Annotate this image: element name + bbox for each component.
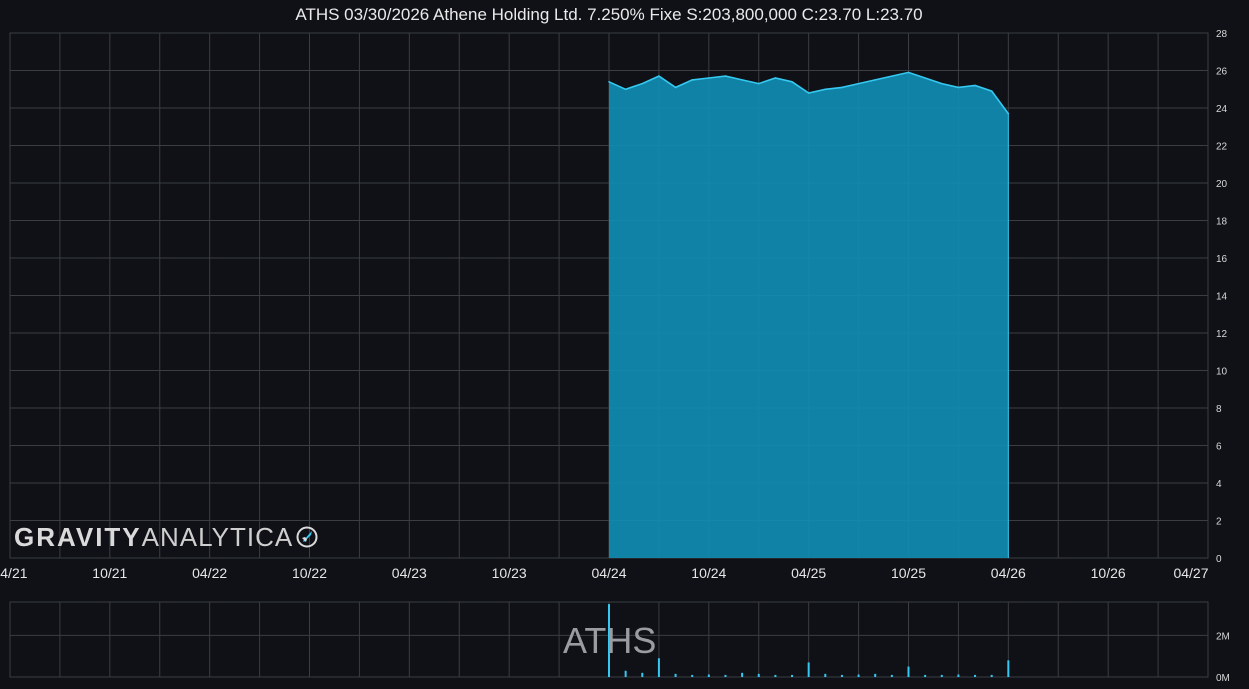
price-point [691, 79, 693, 81]
volume-bar [874, 673, 877, 677]
volume-bar [624, 670, 627, 677]
volume-bar [907, 666, 910, 677]
volume-bar [707, 674, 710, 677]
price-point [974, 84, 976, 87]
price-area [609, 72, 1009, 559]
price-point [841, 86, 843, 89]
y-tick-label: 14 [1216, 292, 1228, 303]
logo-text-bold: GRAVITY [14, 522, 142, 552]
y-tick-label: 2 [1216, 517, 1222, 528]
volume-bar [940, 674, 943, 677]
x-tick-label: 04/27 [1173, 565, 1208, 581]
y-tick-label: 18 [1216, 217, 1228, 228]
price-point [857, 82, 860, 85]
y-tick-label: 24 [1216, 104, 1228, 115]
price-point [891, 75, 893, 77]
y-tick-label: 10 [1216, 367, 1228, 378]
volume-bar [807, 662, 810, 677]
price-point [774, 77, 777, 79]
price-point [957, 86, 960, 89]
volume-bar [990, 674, 993, 677]
price-point [674, 86, 677, 89]
price-point [907, 71, 910, 74]
x-tick-label: 10/23 [492, 565, 527, 581]
x-tick-label: 04/21 [0, 565, 28, 581]
volume-bar [1007, 660, 1010, 677]
x-tick-label: 10/21 [92, 565, 127, 581]
gravity-analytica-logo: GRAVITYANALYTICA [14, 522, 319, 553]
x-tick-label: 04/26 [991, 565, 1026, 581]
volume-bar [641, 672, 644, 677]
x-tick-label: 04/23 [392, 565, 427, 581]
x-tick-label: 10/22 [292, 565, 327, 581]
volume-bar [924, 674, 927, 677]
vol-y-tick-label: 0M [1216, 673, 1230, 684]
price-point [641, 82, 644, 85]
price-point [724, 75, 727, 77]
price-point [757, 82, 760, 85]
price-point [608, 80, 610, 83]
volume-symbol-label: ATHS [563, 620, 657, 661]
volume-bar [791, 674, 794, 677]
x-tick-label: 04/24 [591, 565, 626, 581]
volume-bar [774, 674, 777, 677]
y-tick-label: 22 [1216, 142, 1228, 153]
y-tick-label: 12 [1216, 329, 1228, 340]
rocket-icon [296, 526, 318, 548]
volume-bar [840, 674, 843, 677]
y-tick-label: 0 [1216, 554, 1222, 565]
x-tick-label: 04/22 [192, 565, 227, 581]
volume-bar [824, 673, 827, 677]
price-chart: 024681012141618202224262804/2110/2104/22… [0, 29, 1228, 581]
x-tick-label: 04/25 [791, 565, 826, 581]
y-tick-label: 16 [1216, 254, 1228, 265]
price-point [658, 75, 660, 77]
price-point [874, 79, 877, 81]
price-point [990, 90, 993, 92]
volume-bar [890, 674, 893, 677]
x-tick-label: 10/24 [691, 565, 726, 581]
price-point [624, 88, 627, 91]
price-point [824, 88, 827, 91]
price-point [791, 80, 793, 83]
volume-bar [608, 604, 610, 677]
price-point [940, 82, 943, 85]
volume-bar [657, 658, 660, 677]
volume-bar [957, 674, 960, 677]
volume-bar [857, 674, 860, 677]
volume-bar [757, 673, 760, 677]
price-point [708, 77, 710, 79]
vol-y-tick-label: 2M [1216, 631, 1230, 642]
price-point [741, 79, 743, 81]
price-point [807, 92, 810, 94]
y-tick-label: 4 [1216, 479, 1222, 490]
x-tick-label: 10/26 [1091, 565, 1126, 581]
logo-text-light: ANALYTICA [141, 522, 294, 552]
y-tick-label: 28 [1216, 29, 1228, 40]
y-tick-label: 20 [1216, 179, 1228, 190]
volume-bar [974, 674, 977, 677]
y-tick-label: 26 [1216, 67, 1228, 78]
volume-bar [724, 674, 727, 677]
y-tick-label: 8 [1216, 404, 1222, 415]
y-tick-label: 6 [1216, 442, 1222, 453]
chart-title: ATHS 03/30/2026 Athene Holding Ltd. 7.25… [295, 5, 923, 24]
volume-bar [691, 674, 694, 677]
x-tick-label: 10/25 [891, 565, 926, 581]
price-point [924, 77, 926, 79]
volume-bar [741, 672, 744, 677]
volume-bar [674, 673, 677, 677]
